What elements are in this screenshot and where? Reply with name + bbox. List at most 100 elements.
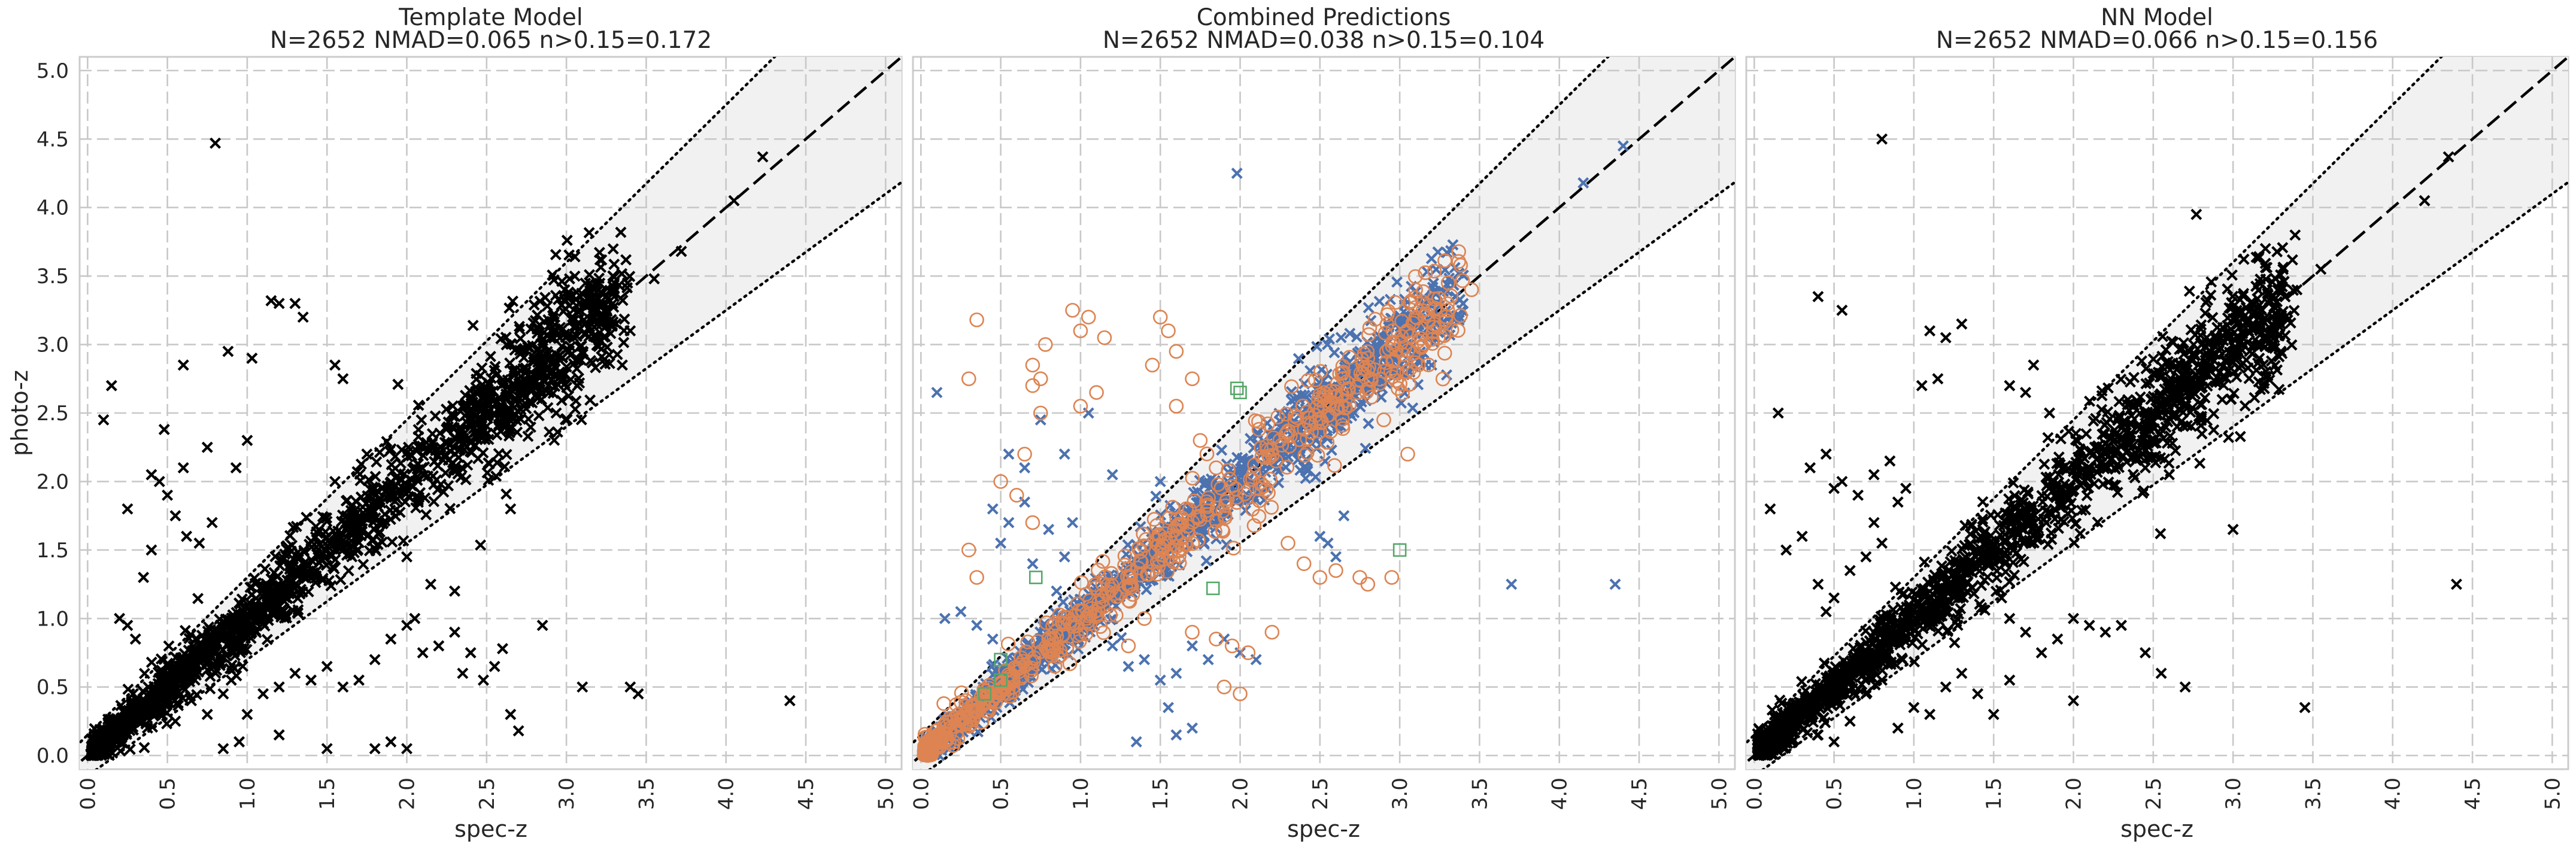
scatter-point xyxy=(1172,517,1187,532)
scatter-point xyxy=(208,628,220,640)
scatter-point xyxy=(141,722,153,734)
y-tick-label: 3.5 xyxy=(37,265,69,289)
scatter-point xyxy=(586,357,598,369)
scatter-point xyxy=(138,572,150,584)
y-tick-label: 4.5 xyxy=(37,128,69,151)
scatter-point xyxy=(225,674,237,686)
scatter-point xyxy=(1099,586,1114,601)
scatter-point xyxy=(1047,658,1063,674)
scatter-point xyxy=(169,510,181,522)
data-points xyxy=(85,137,796,761)
scatter-point xyxy=(505,503,517,515)
y-tick-label: 1.0 xyxy=(37,607,69,631)
scatter-point xyxy=(1451,323,1466,338)
scatter-point xyxy=(1264,448,1280,463)
scatter-point xyxy=(2284,317,2296,329)
scatter-point xyxy=(2115,374,2127,385)
scatter-point xyxy=(497,374,509,385)
scatter-point xyxy=(354,514,366,526)
scatter-point xyxy=(466,394,478,406)
scatter-point xyxy=(1282,439,1297,454)
scatter-point xyxy=(1122,578,1137,593)
scatter-point xyxy=(1427,263,1442,279)
scatter-point xyxy=(969,312,984,327)
scatter-point xyxy=(1319,435,1335,450)
scatter-point xyxy=(1253,475,1268,491)
scatter-point xyxy=(2205,289,2217,301)
scatter-point xyxy=(1097,569,1113,585)
scatter-point xyxy=(1330,376,1345,391)
scatter-point xyxy=(518,387,530,399)
scatter-point xyxy=(98,414,110,426)
scatter-point xyxy=(1199,447,1215,462)
scatter-point xyxy=(1070,596,1085,612)
data-points xyxy=(1752,133,2462,761)
scatter-point xyxy=(385,736,397,748)
scatter-point xyxy=(155,653,167,665)
scatter-point xyxy=(265,295,277,306)
scatter-point xyxy=(577,681,588,693)
scatter-point xyxy=(416,440,428,452)
scatter-point xyxy=(297,311,309,323)
scatter-point xyxy=(987,633,999,645)
x-axis-label: spec-z xyxy=(1287,816,1360,842)
scatter-point xyxy=(525,323,537,335)
scatter-point xyxy=(1009,488,1024,503)
scatter-point xyxy=(384,480,396,492)
scatter-point xyxy=(122,683,134,695)
scatter-point xyxy=(994,652,1008,667)
scatter-point xyxy=(969,570,984,585)
scatter-point xyxy=(333,537,345,549)
scatter-point xyxy=(171,688,183,700)
scatter-point xyxy=(195,638,207,649)
scatter-point xyxy=(1091,595,1106,610)
scatter-point xyxy=(1226,541,1241,555)
scatter-point xyxy=(538,326,550,338)
scatter-point xyxy=(1133,544,1148,559)
y-tick-label: 0.0 xyxy=(37,744,69,768)
scatter-point xyxy=(511,426,523,438)
scatter-point xyxy=(1117,548,1133,564)
scatter-point xyxy=(466,436,478,448)
scatter-point xyxy=(507,295,518,307)
scatter-point xyxy=(1378,355,1394,371)
scatter-point xyxy=(1062,656,1078,672)
scatter-point xyxy=(1248,413,1263,429)
x-tick-label: 4.5 xyxy=(1628,778,1652,810)
scatter-point xyxy=(955,606,967,618)
scatter-point xyxy=(1430,320,1446,335)
scatter-point xyxy=(1187,493,1202,509)
scatter-point xyxy=(2289,229,2301,241)
scatter-point xyxy=(1199,476,1211,488)
scatter-point xyxy=(478,674,489,686)
scatter-point xyxy=(1181,524,1196,539)
scatter-point xyxy=(1330,551,1342,563)
scatter-point xyxy=(547,309,559,321)
scatter-point xyxy=(1231,168,1243,180)
scatter-point xyxy=(1338,510,1350,522)
scatter-point xyxy=(117,721,129,733)
scatter-point xyxy=(524,375,536,387)
x-tick-labels: 0.0 0.5 1.0 1.5 2.0 2.5 3.0 3.5 4.0 4.5 5.0 xyxy=(76,778,898,810)
scatter-point xyxy=(1325,444,1337,456)
chart-title: Template Model xyxy=(398,4,582,31)
scatter-point xyxy=(1397,355,1413,371)
scatter-point xyxy=(1949,637,1961,649)
scatter-point xyxy=(1388,373,1404,388)
scatter-point xyxy=(1122,660,1134,672)
scatter-point xyxy=(1328,563,1343,578)
scatter-point xyxy=(111,725,123,737)
scatter-point xyxy=(401,743,413,755)
scatter-point xyxy=(1151,538,1166,553)
scatter-point xyxy=(1043,524,1055,536)
scatter-point xyxy=(332,525,344,537)
scatter-point xyxy=(366,535,378,547)
scatter-point xyxy=(284,530,296,542)
scatter-point xyxy=(279,548,291,560)
scatter-point xyxy=(357,558,369,570)
scatter-point xyxy=(608,301,620,313)
scatter-point xyxy=(1406,346,1421,361)
scatter-point xyxy=(1379,317,1395,332)
scatter-point xyxy=(229,633,241,645)
x-tick-label: 1.5 xyxy=(315,778,339,810)
